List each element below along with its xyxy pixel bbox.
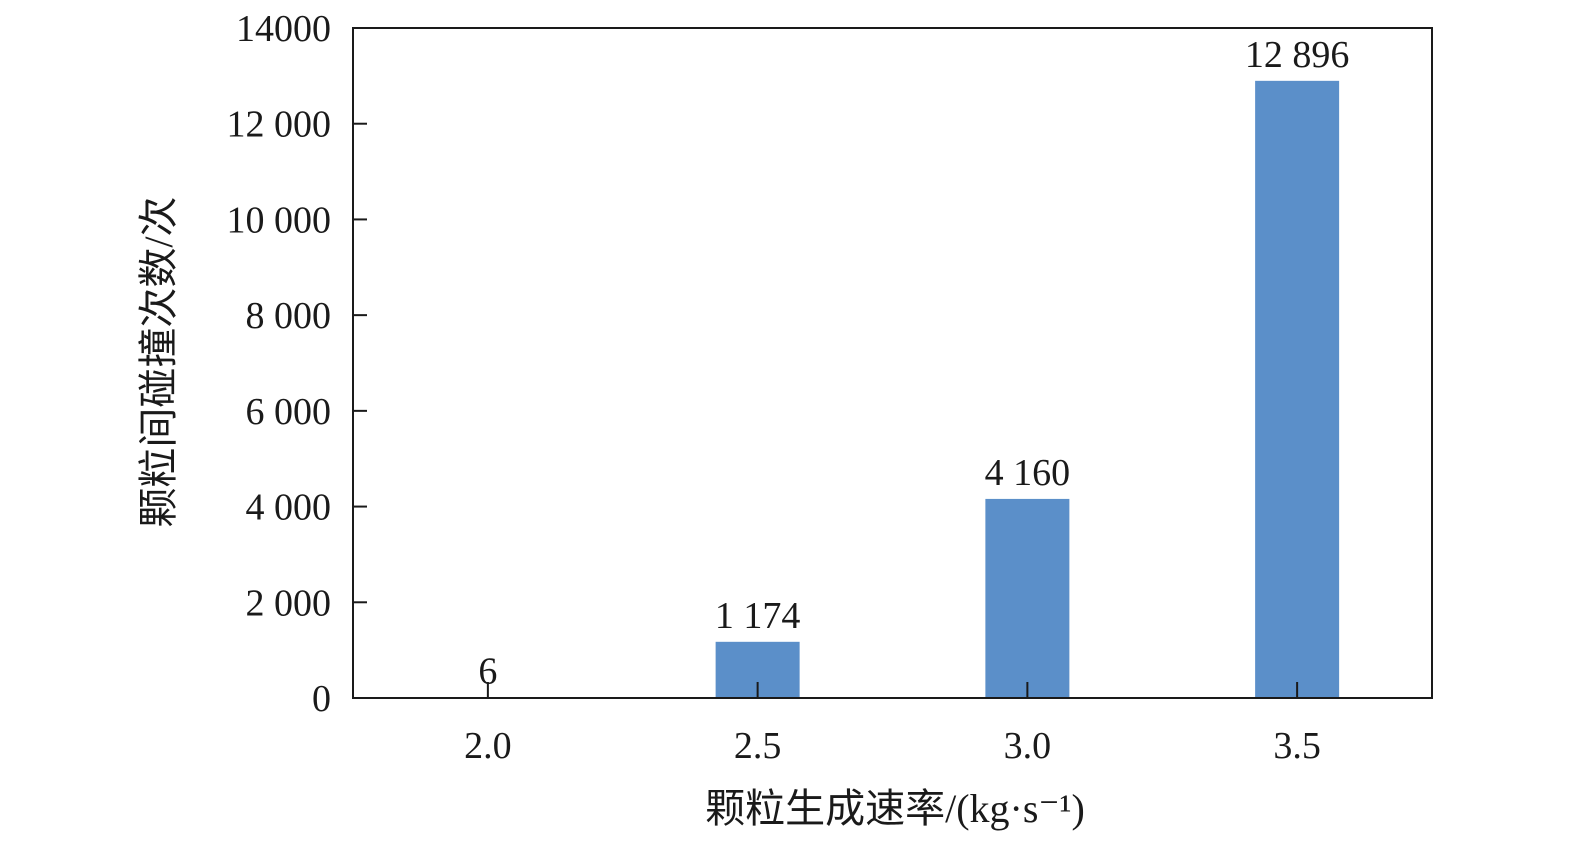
bar-3.5	[1255, 80, 1340, 698]
y-tick-label-14000: 14000	[236, 8, 331, 50]
x-tick-label-3.0: 3.0	[1004, 725, 1052, 767]
x-tick-label-2.0: 2.0	[464, 725, 512, 767]
bar-3.0	[985, 498, 1070, 698]
y-tick-label-2000: 2 000	[246, 582, 332, 624]
data-label-3.5: 12 896	[1245, 34, 1350, 76]
x-tick-label-2.5: 2.5	[734, 725, 782, 767]
data-label-3.0: 4 160	[985, 452, 1071, 494]
bars-group	[715, 80, 1340, 698]
y-tick-label-4000: 4 000	[246, 487, 332, 529]
x-axis-title: 颗粒生成速率/(kg·s⁻¹)	[705, 786, 1085, 831]
labels-group: 0 2 000 4 000 6 000 8 000 10 000 12 000 14000 2.…	[227, 8, 1350, 767]
plot-frame	[352, 27, 1433, 699]
x-tick-label-3.5: 3.5	[1273, 725, 1321, 767]
y-tick-label-12000: 12 000	[227, 104, 332, 146]
y-tick-label-8000: 8 000	[246, 295, 332, 337]
y-tick-label-10000: 10 000	[227, 199, 332, 241]
data-label-2.5: 1 174	[715, 595, 801, 637]
data-label-2.0: 6	[478, 651, 497, 693]
y-tick-label-6000: 6 000	[246, 391, 332, 433]
y-axis-title: 颗粒间碰撞次数/次	[136, 196, 181, 527]
y-tick-label-0: 0	[312, 678, 331, 720]
axes-group	[352, 27, 1433, 699]
